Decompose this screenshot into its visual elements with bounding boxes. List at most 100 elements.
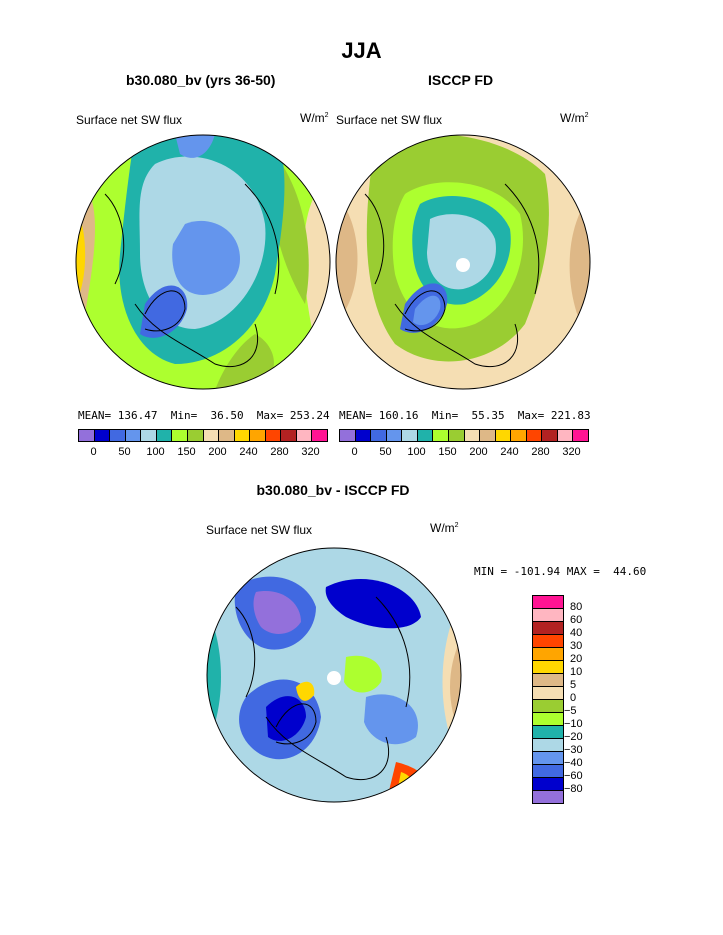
colorbar-swatch: [533, 726, 563, 739]
colorbar-swatch: [296, 430, 313, 441]
colorbar-swatch: [542, 430, 558, 441]
diff-stats: MIN = -101.94 MAX = 44.60: [474, 565, 647, 578]
left-variable-label: Surface net SW flux: [76, 113, 183, 127]
colorbar-swatch: [417, 430, 434, 441]
colorbar-tick-label: 50: [118, 446, 131, 458]
colorbar-swatch: [511, 430, 527, 441]
colorbar-swatch: [187, 430, 204, 441]
colorbar-tick-label: 100: [407, 446, 426, 458]
colorbar-swatch: [281, 430, 297, 441]
colorbar-tick-label: 60: [570, 614, 583, 626]
colorbar-tick-label: −80: [564, 783, 583, 795]
left-colorbar: [78, 429, 328, 442]
colorbar-swatch: [79, 430, 95, 441]
colorbar-tick-label: −40: [564, 757, 583, 769]
colorbar-swatch: [533, 739, 563, 752]
colorbar-tick-label: 200: [208, 446, 227, 458]
colorbar-tick-label: 80: [570, 601, 583, 613]
right-variable-label: Surface net SW flux: [336, 113, 443, 127]
diff-polar-map: [206, 547, 462, 803]
colorbar-swatch: [172, 430, 188, 441]
diff-colorbar: [532, 595, 564, 804]
colorbar-tick-label: 320: [562, 446, 581, 458]
colorbar-tick-label: 100: [146, 446, 165, 458]
colorbar-tick-label: −60: [564, 770, 583, 782]
colorbar-tick-label: 50: [379, 446, 392, 458]
right-stats: MEAN= 160.16 Min= 55.35 Max= 221.83: [339, 409, 591, 422]
right-colorbar: [339, 429, 589, 442]
colorbar-swatch: [203, 430, 220, 441]
diff-colorbar-labels: 80 60 40 30 20 10 5 0 −5 −10 −20 −30 −40 −60 −80: [564, 595, 608, 805]
colorbar-swatch: [219, 430, 235, 441]
left-polar-map: [75, 134, 331, 390]
colorbar-tick-label: −5: [564, 705, 577, 717]
colorbar-swatch: [533, 635, 563, 648]
colorbar-swatch: [480, 430, 496, 441]
colorbar-tick-label: 5: [570, 679, 577, 691]
colorbar-tick-label: 30: [570, 640, 583, 652]
diff-panel-title: b30.080_bv - ISCCP FD: [256, 482, 410, 498]
colorbar-swatch: [557, 430, 574, 441]
right-units-label: W/m2: [560, 111, 589, 125]
colorbar-tick-label: 150: [438, 446, 457, 458]
colorbar-swatch: [234, 430, 251, 441]
colorbar-tick-label: −20: [564, 731, 583, 743]
colorbar-tick-label: 150: [177, 446, 196, 458]
colorbar-swatch: [250, 430, 266, 441]
colorbar-swatch: [386, 430, 403, 441]
left-colorbar-labels: 0 50 100 150 200 240 280 320: [78, 446, 326, 460]
colorbar-swatch: [312, 430, 327, 441]
colorbar-swatch: [495, 430, 512, 441]
colorbar-swatch: [125, 430, 142, 441]
right-panel-title: ISCCP FD: [428, 72, 494, 88]
colorbar-swatch: [340, 430, 356, 441]
colorbar-swatch: [533, 778, 563, 791]
colorbar-tick-label: 0: [90, 446, 97, 458]
main-title: JJA: [341, 38, 382, 63]
colorbar-swatch: [533, 791, 563, 803]
diff-variable-label: Surface net SW flux: [206, 523, 313, 537]
colorbar-tick-label: 200: [469, 446, 488, 458]
colorbar-swatch: [402, 430, 418, 441]
colorbar-swatch: [110, 430, 126, 441]
colorbar-tick-label: 280: [270, 446, 289, 458]
colorbar-swatch: [464, 430, 481, 441]
colorbar-swatch: [448, 430, 465, 441]
colorbar-swatch: [533, 674, 563, 687]
colorbar-tick-label: 280: [531, 446, 550, 458]
colorbar-swatch: [371, 430, 387, 441]
colorbar-swatch: [265, 430, 282, 441]
colorbar-swatch: [533, 700, 563, 713]
colorbar-swatch: [533, 648, 563, 661]
colorbar-swatch: [533, 713, 563, 726]
colorbar-swatch: [156, 430, 173, 441]
colorbar-swatch: [573, 430, 588, 441]
right-colorbar-labels: 0 50 100 150 200 240 280 320: [339, 446, 587, 460]
colorbar-swatch: [533, 622, 563, 635]
left-panel-title: b30.080_bv (yrs 36-50): [126, 72, 276, 88]
colorbar-tick-label: 40: [570, 627, 583, 639]
colorbar-swatch: [533, 765, 563, 778]
colorbar-swatch: [355, 430, 372, 441]
right-polar-map: [335, 134, 591, 390]
colorbar-swatch: [94, 430, 111, 441]
colorbar-tick-label: −10: [564, 718, 583, 730]
colorbar-tick-label: 0: [570, 692, 577, 704]
colorbar-tick-label: 10: [570, 666, 583, 678]
colorbar-tick-label: −30: [564, 744, 583, 756]
colorbar-tick-label: 320: [301, 446, 320, 458]
diff-units-label: W/m2: [430, 521, 459, 535]
colorbar-swatch: [533, 596, 563, 609]
colorbar-swatch: [533, 609, 563, 622]
colorbar-swatch: [526, 430, 543, 441]
colorbar-swatch: [533, 687, 563, 700]
colorbar-tick-label: 240: [239, 446, 258, 458]
left-units-label: W/m2: [300, 111, 329, 125]
colorbar-swatch: [433, 430, 449, 441]
colorbar-tick-label: 0: [351, 446, 358, 458]
left-stats: MEAN= 136.47 Min= 36.50 Max= 253.24: [78, 409, 330, 422]
colorbar-swatch: [533, 752, 563, 765]
colorbar-tick-label: 240: [500, 446, 519, 458]
colorbar-tick-label: 20: [570, 653, 583, 665]
colorbar-swatch: [533, 661, 563, 674]
